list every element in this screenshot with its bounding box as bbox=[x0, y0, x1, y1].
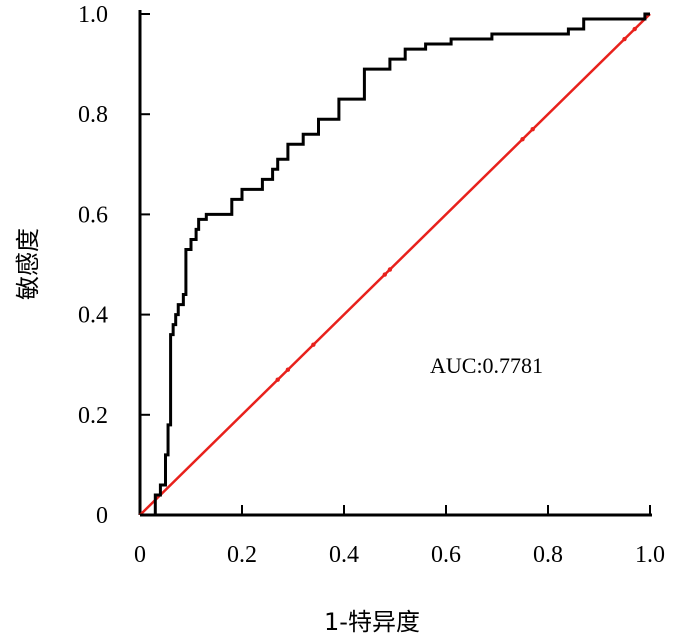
reference-line-marker bbox=[387, 267, 393, 272]
axes bbox=[138, 10, 652, 517]
x-axis-title: 1-特异度 bbox=[324, 608, 420, 636]
y-axis-title: 敏感度 bbox=[14, 228, 42, 300]
ticks: 0 0.2 0.4 0.6 0.8 1.0 0 0.2 0.4 0.6 0.8 1.0 bbox=[78, 2, 665, 568]
y-tick-label: 0 bbox=[96, 503, 108, 529]
reference-line-marker bbox=[632, 26, 637, 32]
reference-line-marker bbox=[285, 367, 291, 372]
y-tick-label: 0.6 bbox=[78, 202, 108, 228]
x-tick-label: 0.6 bbox=[431, 542, 461, 568]
y-tick-label: 1.0 bbox=[78, 2, 108, 28]
y-tick-label: 0.2 bbox=[78, 403, 108, 429]
x-tick-label: 0.4 bbox=[329, 542, 359, 568]
auc-annotation: AUC:0.7781 bbox=[430, 353, 543, 378]
x-tick-label: 0 bbox=[134, 542, 146, 568]
roc-curve-line bbox=[140, 12, 650, 517]
x-tick-label: 1.0 bbox=[635, 542, 665, 568]
reference-line-marker bbox=[530, 127, 535, 132]
reference-line-marker bbox=[382, 272, 387, 277]
reference-line-marker bbox=[622, 36, 627, 42]
y-tick-label: 0.4 bbox=[78, 303, 108, 329]
x-tick-label: 0.8 bbox=[533, 542, 563, 568]
reference-diagonal-line bbox=[139, 13, 651, 516]
y-tick-label: 0.8 bbox=[78, 102, 108, 128]
reference-line-marker bbox=[311, 342, 316, 347]
curves bbox=[139, 12, 651, 517]
x-tick-label: 0.2 bbox=[227, 542, 257, 568]
reference-line-marker bbox=[520, 137, 525, 142]
reference-line-marker bbox=[275, 377, 280, 382]
